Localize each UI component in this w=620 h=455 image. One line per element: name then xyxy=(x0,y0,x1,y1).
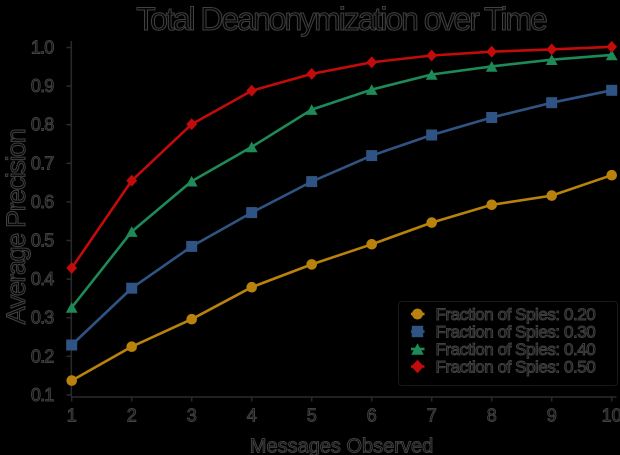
svg-text:0.4: 0.4 xyxy=(31,269,54,289)
svg-text:Fraction of Spies: 0.40: Fraction of Spies: 0.40 xyxy=(436,340,596,359)
svg-text:Fraction of Spies: 0.50: Fraction of Spies: 0.50 xyxy=(436,357,596,376)
svg-text:5: 5 xyxy=(307,406,317,426)
svg-text:0.6: 0.6 xyxy=(31,192,54,212)
svg-text:0.8: 0.8 xyxy=(31,115,54,135)
svg-text:0.3: 0.3 xyxy=(31,308,54,328)
svg-text:0.9: 0.9 xyxy=(31,76,54,96)
svg-text:7: 7 xyxy=(427,406,437,426)
svg-text:Messages Observed: Messages Observed xyxy=(250,436,433,455)
svg-text:10: 10 xyxy=(602,406,620,426)
svg-text:Fraction of Spies: 0.30: Fraction of Spies: 0.30 xyxy=(436,322,596,341)
svg-text:9: 9 xyxy=(547,406,557,426)
svg-text:2: 2 xyxy=(127,406,137,426)
svg-text:3: 3 xyxy=(187,406,197,426)
svg-text:0.1: 0.1 xyxy=(31,385,54,405)
svg-text:6: 6 xyxy=(367,406,377,426)
svg-text:Total Deanonymization over Tim: Total Deanonymization over Time xyxy=(136,1,547,37)
svg-text:1.0: 1.0 xyxy=(31,38,54,58)
svg-text:Average Precision: Average Precision xyxy=(1,129,31,324)
svg-text:8: 8 xyxy=(487,406,497,426)
svg-text:1: 1 xyxy=(67,406,77,426)
svg-text:0.5: 0.5 xyxy=(31,231,54,251)
svg-text:0.7: 0.7 xyxy=(31,153,54,173)
svg-text:4: 4 xyxy=(247,406,257,426)
svg-text:Fraction of Spies: 0.20: Fraction of Spies: 0.20 xyxy=(436,305,596,324)
svg-text:0.2: 0.2 xyxy=(31,346,54,366)
